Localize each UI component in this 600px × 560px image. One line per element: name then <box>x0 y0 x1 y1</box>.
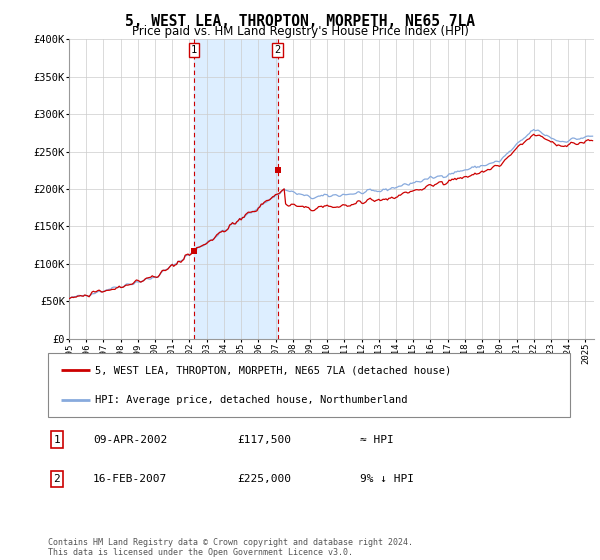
Text: 2: 2 <box>274 45 281 55</box>
Text: 2: 2 <box>53 474 61 484</box>
Text: HPI: Average price, detached house, Northumberland: HPI: Average price, detached house, Nort… <box>95 395 407 405</box>
Text: 9% ↓ HPI: 9% ↓ HPI <box>360 474 414 484</box>
Text: 09-APR-2002: 09-APR-2002 <box>93 435 167 445</box>
Text: 5, WEST LEA, THROPTON, MORPETH, NE65 7LA: 5, WEST LEA, THROPTON, MORPETH, NE65 7LA <box>125 14 475 29</box>
Text: ≈ HPI: ≈ HPI <box>360 435 394 445</box>
Text: 16-FEB-2007: 16-FEB-2007 <box>93 474 167 484</box>
FancyBboxPatch shape <box>48 353 570 417</box>
Text: £225,000: £225,000 <box>237 474 291 484</box>
Text: £117,500: £117,500 <box>237 435 291 445</box>
Bar <box>194 39 278 339</box>
Text: 1: 1 <box>191 45 197 55</box>
Text: 1: 1 <box>53 435 61 445</box>
Text: Price paid vs. HM Land Registry's House Price Index (HPI): Price paid vs. HM Land Registry's House … <box>131 25 469 38</box>
Text: Contains HM Land Registry data © Crown copyright and database right 2024.
This d: Contains HM Land Registry data © Crown c… <box>48 538 413 557</box>
Text: 5, WEST LEA, THROPTON, MORPETH, NE65 7LA (detached house): 5, WEST LEA, THROPTON, MORPETH, NE65 7LA… <box>95 365 451 375</box>
